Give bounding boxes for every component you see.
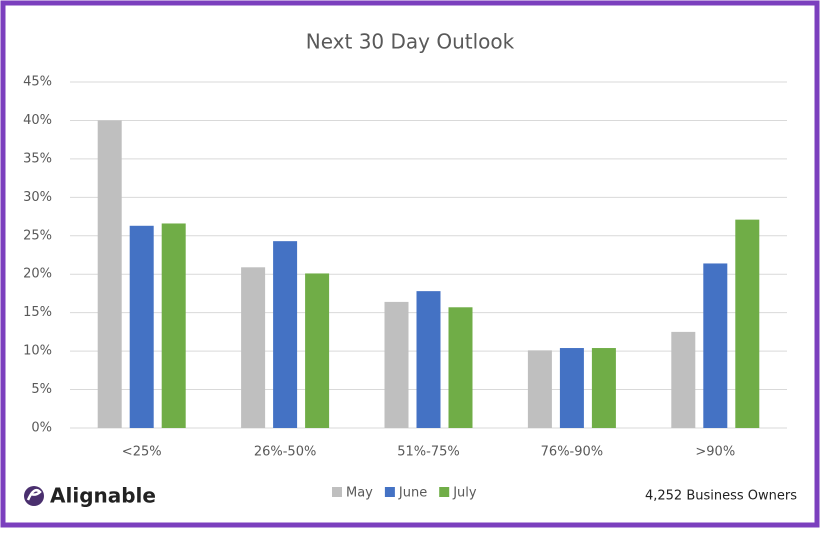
bar bbox=[448, 307, 473, 428]
y-tick-label: 45% bbox=[23, 75, 52, 90]
y-tick-label: 40% bbox=[23, 113, 52, 128]
logo-icon bbox=[24, 486, 44, 506]
bar bbox=[735, 219, 760, 428]
bar bbox=[97, 120, 122, 428]
bar bbox=[129, 225, 154, 428]
legend-swatch bbox=[384, 487, 395, 497]
bar bbox=[703, 263, 728, 428]
y-tick-label: 25% bbox=[23, 228, 52, 243]
logo-text: Alignable bbox=[50, 484, 156, 508]
chart-title: Next 30 Day Outlook bbox=[306, 30, 515, 54]
y-tick-label: 10% bbox=[23, 344, 52, 359]
bar bbox=[305, 273, 330, 428]
logo-swoosh bbox=[26, 489, 42, 501]
legend-swatch bbox=[439, 487, 450, 497]
legend-label: May bbox=[346, 486, 373, 501]
footnote: 4,252 Business Owners bbox=[645, 489, 797, 504]
bar bbox=[161, 223, 186, 428]
bar bbox=[384, 301, 409, 428]
y-tick-label: 0% bbox=[31, 421, 52, 436]
y-tick-label: 20% bbox=[23, 267, 52, 282]
x-tick-label: 26%-50% bbox=[254, 445, 316, 460]
x-tick-label: 76%-90% bbox=[541, 445, 603, 460]
y-tick-label: 35% bbox=[23, 151, 52, 166]
x-tick-label: <25% bbox=[122, 445, 162, 460]
y-tick-label: 5% bbox=[31, 382, 52, 397]
logo: Alignable bbox=[24, 484, 156, 508]
bar bbox=[559, 348, 584, 428]
legend-label: July bbox=[452, 486, 477, 501]
y-tick-label: 30% bbox=[23, 190, 52, 205]
legend-swatch bbox=[332, 487, 342, 497]
x-tick-label: 51%-75% bbox=[397, 445, 459, 460]
bar bbox=[671, 331, 696, 428]
bar bbox=[273, 241, 298, 428]
y-tick-label: 15% bbox=[23, 305, 52, 320]
x-tick-label: >90% bbox=[695, 445, 735, 460]
bar bbox=[241, 267, 266, 428]
bar bbox=[591, 348, 616, 428]
bar bbox=[527, 350, 552, 428]
bar bbox=[416, 291, 441, 428]
legend-label: June bbox=[398, 486, 427, 501]
